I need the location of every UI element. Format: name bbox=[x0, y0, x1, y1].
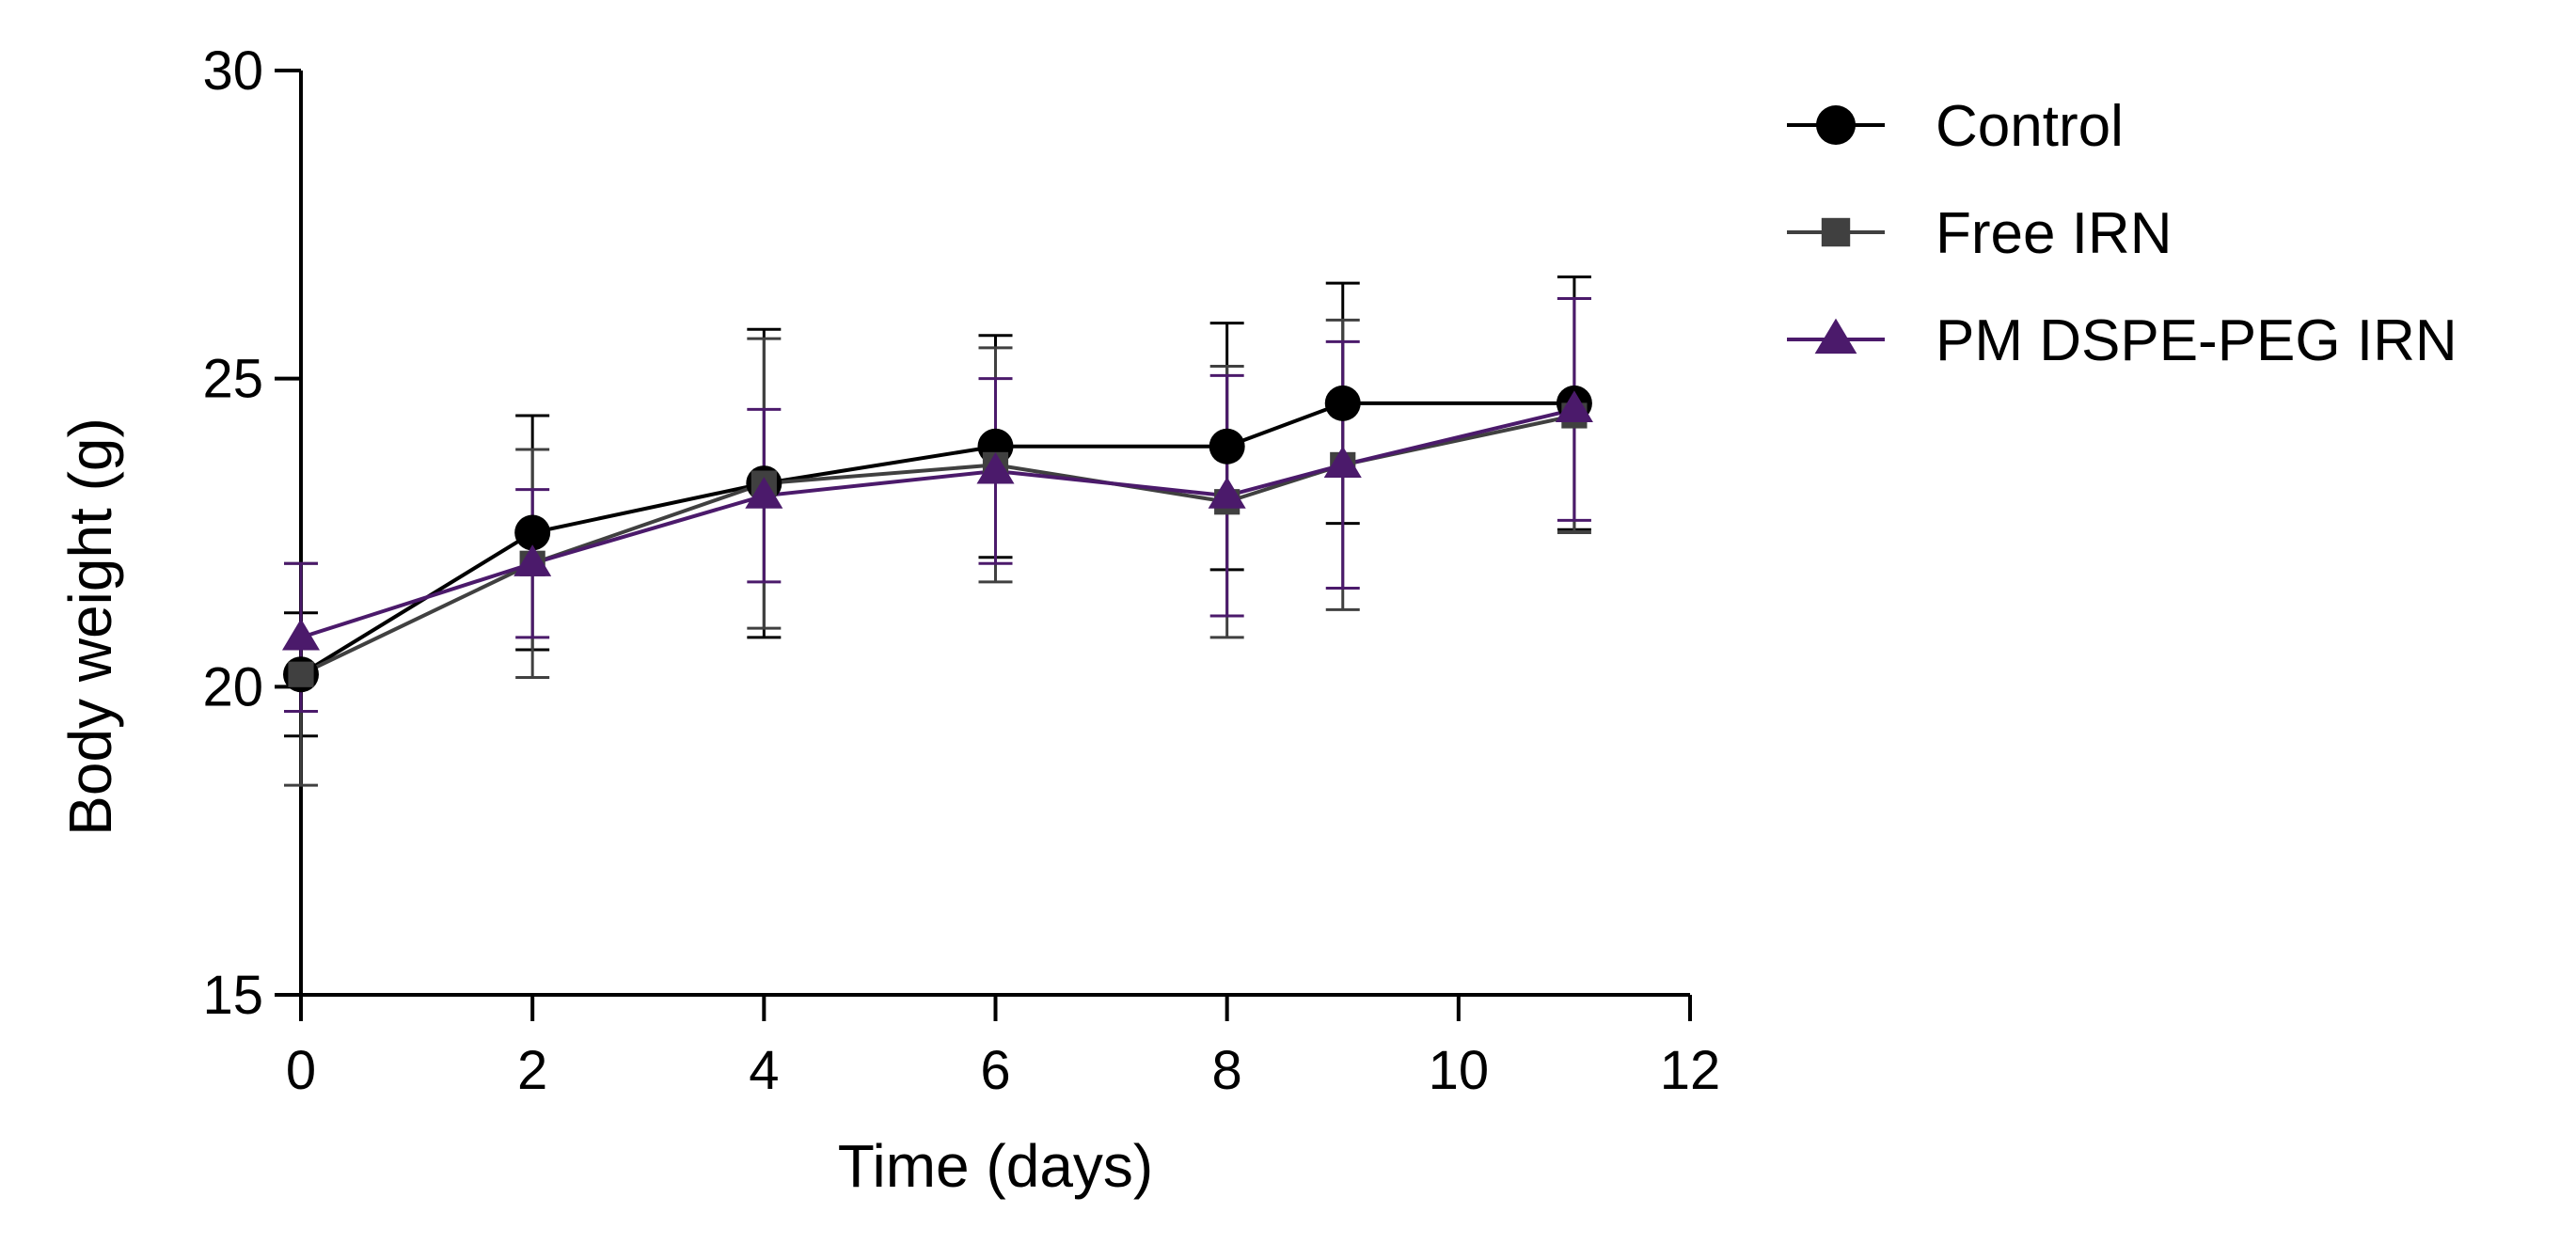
data-point-2-1 bbox=[514, 544, 552, 576]
line-layer bbox=[299, 401, 1575, 677]
y-axis-title: Body weight (g) bbox=[56, 417, 124, 836]
y-tick-label: 30 bbox=[202, 40, 263, 102]
x-tick-label: 2 bbox=[517, 1040, 547, 1101]
data-point-2-5 bbox=[1323, 446, 1362, 478]
y-tick-label: 20 bbox=[202, 656, 263, 717]
series-line-0 bbox=[299, 401, 1574, 676]
legend-label-0: Control bbox=[1936, 94, 2124, 159]
data-point-2-3 bbox=[976, 451, 1015, 484]
data-point-0-1 bbox=[514, 514, 551, 551]
y-tick-label: 15 bbox=[202, 965, 263, 1026]
data-point-2-2 bbox=[745, 477, 783, 509]
x-tick-label: 12 bbox=[1660, 1040, 1721, 1101]
data-point-1-0 bbox=[288, 661, 314, 687]
legend-marker-0 bbox=[1816, 105, 1856, 145]
errorbar-layer bbox=[284, 276, 1591, 787]
data-point-0-5 bbox=[1324, 385, 1361, 421]
data-point-0-4 bbox=[1209, 428, 1245, 465]
data-point-2-4 bbox=[1208, 477, 1246, 509]
marker-layer bbox=[281, 385, 1593, 693]
series-line-2 bbox=[300, 407, 1575, 639]
x-axis-title: Time (days) bbox=[838, 1132, 1153, 1200]
legend: Control Free IRN PM DSPE-PEG IRN bbox=[1787, 94, 2457, 373]
x-tick-label: 4 bbox=[749, 1040, 779, 1101]
legend-label-2: PM DSPE-PEG IRN bbox=[1936, 308, 2457, 373]
x-tick-label: 8 bbox=[1212, 1040, 1242, 1101]
legend-marker-1 bbox=[1821, 217, 1851, 247]
data-point-2-6 bbox=[1555, 390, 1593, 422]
x-tick-label: 6 bbox=[980, 1040, 1010, 1101]
y-tick-label: 25 bbox=[202, 349, 263, 410]
x-tick-label: 10 bbox=[1429, 1040, 1490, 1101]
x-tick-label: 0 bbox=[286, 1040, 316, 1101]
legend-label-1: Free IRN bbox=[1936, 201, 2172, 266]
legend-marker-2 bbox=[1814, 318, 1857, 354]
axes-layer: 15 20 25 30 0 2 4 6 8 10 12 Time (days) Body weight … bbox=[56, 40, 1720, 1200]
data-point-2-0 bbox=[281, 618, 321, 651]
